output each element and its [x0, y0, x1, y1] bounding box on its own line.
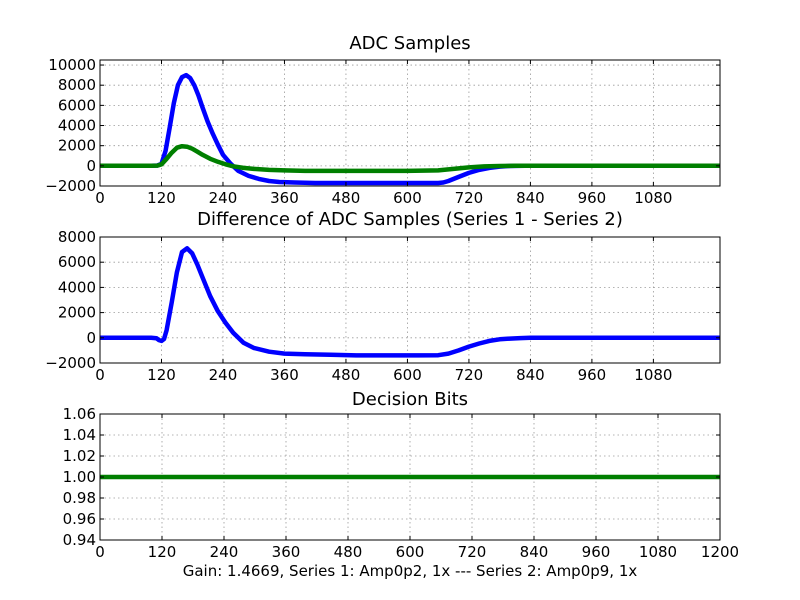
- y-tick-label: 0.96: [63, 510, 96, 528]
- figure-footer-caption: Gain: 1.4669, Series 1: Amp0p2, 1x --- S…: [183, 562, 638, 580]
- subplot-title: Decision Bits: [352, 389, 468, 410]
- x-tick-label: 1080: [639, 543, 677, 561]
- x-tick-label: 1200: [701, 543, 739, 561]
- x-tick-label: 600: [396, 543, 425, 561]
- x-tick-label: 960: [578, 189, 607, 207]
- x-tick-label: 360: [272, 543, 301, 561]
- x-tick-label: 960: [582, 543, 611, 561]
- y-tick-label: 2000: [58, 137, 96, 155]
- subplot-1: 0 120 240 360 480 600 720 840 960 1080−2000020004…: [45, 33, 721, 207]
- x-tick-label: 360: [270, 189, 299, 207]
- series-line-2: [100, 143, 720, 174]
- x-tick-label: 960: [578, 366, 607, 384]
- y-tick-label: 0.98: [63, 489, 96, 507]
- y-tick-label: 4000: [58, 117, 96, 135]
- x-tick-label: 480: [332, 189, 361, 207]
- charts-group: 0 120 240 360 480 600 720 840 960 1080−2000020004…: [45, 33, 739, 561]
- y-tick-label: −2000: [45, 177, 96, 195]
- subplot-3: 0 120 240 360 480 600 720 840 960 1080 1200 0.94 0.9…: [63, 389, 740, 561]
- y-tick-label: 0.94: [63, 531, 96, 549]
- subplot-2: 0 120 240 360 480 600 720 840 960 1080−2000020004…: [45, 209, 721, 384]
- y-tick-label: 8000: [58, 76, 96, 94]
- y-tick-label: 2000: [58, 304, 96, 322]
- y-tick-label: 0: [86, 157, 96, 175]
- x-tick-label: 1080: [634, 189, 672, 207]
- y-tick-label: 0: [86, 329, 96, 347]
- subplot-title: ADC Samples: [349, 33, 470, 54]
- y-tick-label: 4000: [58, 278, 96, 296]
- x-tick-label: 840: [520, 543, 549, 561]
- x-tick-label: 240: [209, 366, 238, 384]
- y-tick-label: 1.00: [63, 468, 96, 486]
- series-line-1: [100, 72, 528, 186]
- x-tick-label: 0: [95, 366, 105, 384]
- y-tick-label: 6000: [58, 96, 96, 114]
- plot-frame: [99, 59, 721, 187]
- x-tick-label: 720: [455, 189, 484, 207]
- x-tick-label: 120: [147, 366, 176, 384]
- series-line-1: [100, 246, 720, 358]
- y-tick-label: −2000: [45, 354, 96, 372]
- x-tick-label: 480: [334, 543, 363, 561]
- x-tick-label: 120: [148, 543, 177, 561]
- x-tick-label: 840: [516, 189, 545, 207]
- y-tick-label: 6000: [58, 253, 96, 271]
- y-tick-label: 10000: [48, 56, 96, 74]
- x-tick-label: 0: [95, 189, 105, 207]
- x-tick-label: 720: [455, 366, 484, 384]
- x-tick-label: 0: [95, 543, 105, 561]
- x-tick-label: 240: [209, 189, 238, 207]
- y-tick-label: 1.02: [63, 447, 96, 465]
- x-tick-label: 120: [147, 189, 176, 207]
- x-tick-label: 840: [516, 366, 545, 384]
- y-tick-label: 1.06: [63, 405, 96, 423]
- plot-frame: [99, 236, 721, 364]
- x-tick-label: 600: [393, 189, 422, 207]
- subplot-title: Difference of ADC Samples (Series 1 - Se…: [197, 209, 623, 230]
- x-tick-label: 600: [393, 366, 422, 384]
- x-tick-label: 1080: [634, 366, 672, 384]
- x-tick-label: 240: [210, 543, 239, 561]
- y-tick-label: 1.04: [63, 426, 96, 444]
- x-tick-label: 720: [458, 543, 487, 561]
- y-tick-label: 8000: [58, 228, 96, 246]
- x-tick-label: 480: [332, 366, 361, 384]
- x-tick-label: 360: [270, 366, 299, 384]
